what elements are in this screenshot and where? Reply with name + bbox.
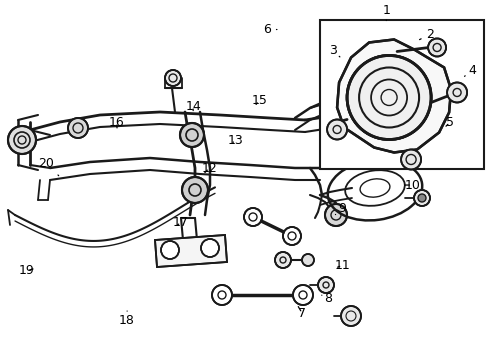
Text: 13: 13 xyxy=(227,134,243,147)
Circle shape xyxy=(325,138,346,158)
Circle shape xyxy=(446,82,466,103)
Circle shape xyxy=(212,285,231,305)
Text: 19: 19 xyxy=(19,264,35,277)
Circle shape xyxy=(427,39,445,57)
Circle shape xyxy=(182,177,207,203)
Circle shape xyxy=(417,194,425,202)
Text: 16: 16 xyxy=(108,116,124,129)
Circle shape xyxy=(325,204,346,226)
Circle shape xyxy=(68,118,88,138)
Text: 8: 8 xyxy=(321,292,332,305)
Text: 4: 4 xyxy=(464,64,475,77)
Bar xyxy=(320,20,483,169)
Text: 6: 6 xyxy=(263,23,276,36)
Circle shape xyxy=(302,254,313,266)
Circle shape xyxy=(413,190,429,206)
Text: 20: 20 xyxy=(39,157,59,176)
Circle shape xyxy=(274,252,290,268)
Circle shape xyxy=(161,241,179,259)
Circle shape xyxy=(292,285,312,305)
Circle shape xyxy=(326,120,346,139)
Text: 18: 18 xyxy=(118,311,134,327)
Circle shape xyxy=(8,126,36,154)
Circle shape xyxy=(317,277,333,293)
Text: 5: 5 xyxy=(445,116,453,129)
Circle shape xyxy=(347,61,365,79)
Text: 12: 12 xyxy=(201,162,217,175)
Text: 11: 11 xyxy=(334,259,349,272)
Text: 9: 9 xyxy=(335,202,346,215)
Circle shape xyxy=(340,306,360,326)
Text: 2: 2 xyxy=(419,28,433,41)
Text: 1: 1 xyxy=(382,4,389,21)
Text: 7: 7 xyxy=(298,307,305,320)
Circle shape xyxy=(244,208,262,226)
Text: 14: 14 xyxy=(185,100,201,113)
Circle shape xyxy=(377,75,391,89)
Text: 3: 3 xyxy=(328,44,339,57)
Polygon shape xyxy=(336,40,450,153)
Circle shape xyxy=(283,227,301,245)
Circle shape xyxy=(164,70,181,86)
Text: 15: 15 xyxy=(251,94,266,107)
Circle shape xyxy=(180,123,203,147)
Polygon shape xyxy=(155,235,226,267)
Circle shape xyxy=(346,55,430,139)
Circle shape xyxy=(201,239,219,257)
Text: 10: 10 xyxy=(404,179,419,192)
Circle shape xyxy=(400,149,420,170)
Text: 17: 17 xyxy=(173,216,188,229)
Circle shape xyxy=(346,55,430,139)
